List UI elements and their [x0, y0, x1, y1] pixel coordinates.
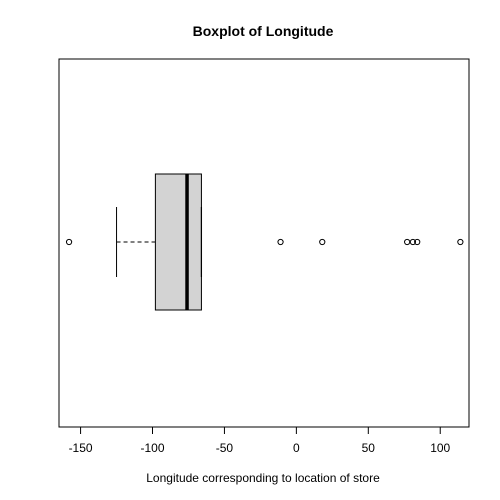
outlier-group: [65, 238, 464, 246]
chart-title: Boxplot of Longitude: [193, 23, 334, 39]
outlier-point: [457, 238, 464, 246]
outlier-point: [319, 238, 326, 246]
outlier-point: [404, 238, 411, 246]
x-axis-label: Longitude corresponding to location of s…: [146, 471, 380, 485]
x-tick-label: -150: [69, 441, 93, 455]
outlier-point: [414, 238, 421, 246]
x-tick-label: 100: [430, 441, 450, 455]
x-tick-label: 50: [362, 441, 376, 455]
plot-frame: [58, 58, 470, 428]
box-group: [116, 173, 203, 311]
outlier-point: [65, 238, 73, 246]
x-tick-label: 0: [293, 441, 300, 455]
x-tick-label: -50: [216, 441, 234, 455]
x-axis: -150 -100 -50 0 50 100: [69, 426, 451, 455]
x-tick-label: -100: [140, 441, 164, 455]
outlier-point: [277, 238, 284, 246]
outlier-point: [409, 238, 416, 246]
iqr-box: [154, 173, 202, 311]
